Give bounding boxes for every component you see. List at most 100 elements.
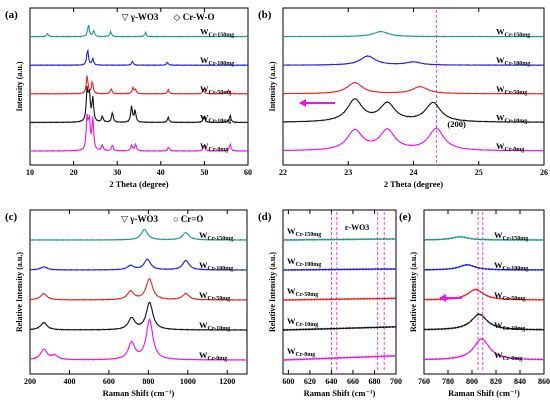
x-tick-label: 400 (63, 377, 75, 386)
x-tick-label: 700 (390, 377, 402, 386)
x-tick-label: 680 (368, 377, 380, 386)
x-axis-label: 2 Theta (degree) (384, 179, 443, 189)
series-label: WCr-50mg (494, 290, 525, 302)
x-tick-label: 40 (157, 168, 165, 177)
panel-e: 760 780 800 820 840 860 Raman Shift (cm⁻¹) Rela… (399, 209, 550, 398)
x-axis-label: 2 Theta (degree) (109, 179, 168, 189)
series-label: WCr-10mg (287, 316, 318, 328)
series-line-Cr-10mg (423, 313, 545, 331)
series-label: WCr-50mg (496, 84, 527, 96)
panel-label: (b) (258, 9, 272, 21)
series-line-Cr-10mg (29, 85, 249, 124)
plot-frame (282, 209, 397, 375)
x-tick-label: 1200 (219, 377, 235, 386)
series-line-Cr-100mg (282, 267, 397, 272)
x-tick-label: 600 (103, 377, 115, 386)
series-line-Cr-150mg (29, 24, 249, 38)
x-tick-label: 780 (442, 377, 454, 386)
panel-label: (c) (5, 211, 18, 223)
x-axis-label: Raman Shift (cm⁻¹) (304, 388, 376, 398)
series-line-Cr-10mg (282, 98, 545, 124)
series-label: WCr-10mg (199, 320, 230, 332)
x-tick-label: 840 (514, 377, 526, 386)
panel-label: (e) (399, 211, 412, 223)
y-axis-label: Intensity (a.u.) (268, 61, 277, 111)
series-label: WCr-0mg (199, 350, 227, 362)
series-line-Cr-0mg (282, 127, 545, 152)
x-tick-label: 24 (410, 168, 418, 177)
series-label: WCr-100mg (199, 260, 233, 272)
series-line-Cr-50mg (29, 278, 248, 301)
series-label: WCr-0mg (200, 141, 228, 153)
series-label: WCr-100mg (200, 55, 234, 67)
series-label: WCr-150mg (287, 226, 321, 238)
x-tick-label: 26 (540, 168, 548, 177)
series-label: WCr-0mg (496, 141, 524, 153)
series-label: WCr-50mg (199, 290, 230, 302)
series-line-Cr-10mg (282, 325, 397, 332)
x-tick-label: 22 (279, 168, 287, 177)
series-line-Cr-150mg (29, 228, 248, 241)
x-tick-label: 600 (282, 377, 294, 386)
series-line-Cr-10mg (29, 301, 248, 331)
series-line-Cr-100mg (423, 263, 545, 272)
panel-d: 600 620 640 660 680 700 Raman Shift (cm⁻¹) Rela… (258, 209, 402, 398)
series-label: WCr-50mg (287, 286, 318, 298)
y-axis-label: Relative Intensity (a.u.) (15, 252, 24, 332)
series-label: WCr-10mg (494, 320, 525, 332)
x-tick-label: 50 (200, 168, 208, 177)
plot-frame (282, 7, 545, 166)
series-line-Cr-0mg (29, 113, 249, 152)
series-label: WCr-150mg (200, 27, 234, 39)
x-tick-label: 800 (466, 377, 478, 386)
legend-entry: ○ Cr=O (173, 214, 203, 224)
panel-label: (d) (258, 211, 272, 223)
x-tick-label: 10 (26, 168, 34, 177)
shift-arrow-e-head (439, 294, 446, 302)
x-tick-label: 640 (325, 377, 337, 386)
x-tick-label: 30 (113, 168, 121, 177)
shift-arrow-b-head (299, 99, 306, 107)
series-line-Cr-100mg (282, 55, 545, 67)
y-axis-label: Relative Intensity (a.u.) (409, 252, 418, 332)
legend-entry: ◇ Cr-W-O (174, 12, 215, 22)
series-label: WCr-100mg (496, 55, 530, 67)
x-tick-label: 25 (475, 168, 483, 177)
peak-annotation: (200) (447, 119, 466, 129)
plot-frame (423, 209, 545, 375)
panel-label: (a) (5, 9, 18, 21)
series-label: WCr-10mg (200, 112, 231, 124)
series-line-Cr-50mg (282, 297, 397, 302)
series-line-Cr-0mg (29, 317, 248, 361)
series-line-Cr-50mg (29, 75, 249, 95)
series-line-Cr-100mg (29, 48, 249, 67)
x-tick-label: 660 (347, 377, 359, 386)
x-tick-label: 760 (418, 377, 430, 386)
series-label: WCr-150mg (494, 230, 528, 242)
panel-c: 200 400 600 800 1000 1200 Raman Shift (cm⁻¹) Re… (5, 209, 248, 398)
x-tick-label: 620 (304, 377, 316, 386)
series-line-Cr-0mg (282, 354, 397, 362)
series-line-Cr-100mg (29, 258, 248, 271)
panel-b: 22 23 24 25 26 2 Theta (degree) Intensity (a.u… (258, 7, 548, 189)
y-axis-label: Intensity (a.u.) (15, 61, 24, 111)
series-label: WCr-150mg (496, 27, 530, 39)
y-axis-label: Relative Intensity (a.u.) (268, 252, 277, 332)
series-label: WCr-150mg (199, 230, 233, 242)
legend-entry: ▽ γ-WO3 (122, 12, 159, 22)
series-label: WCr-50mg (200, 84, 231, 96)
phase-annotation: ε-WO3 (345, 223, 369, 232)
x-tick-label: 1000 (180, 377, 196, 386)
x-axis-label: Raman Shift (cm⁻¹) (103, 388, 175, 398)
x-tick-label: 860 (538, 377, 550, 386)
x-tick-label: 23 (344, 168, 352, 177)
x-axis-label: Raman Shift (cm⁻¹) (448, 388, 520, 398)
series-label: WCr-10mg (496, 112, 527, 124)
series-line-Cr-150mg (282, 237, 397, 242)
x-tick-label: 60 (244, 168, 252, 177)
panel-a: 10 20 30 40 50 60 2 Theta (degree) Intensity (a… (5, 7, 252, 189)
series-label: WCr-0mg (494, 350, 522, 362)
x-tick-label: 200 (24, 377, 36, 386)
series-label: WCr-100mg (287, 256, 321, 268)
